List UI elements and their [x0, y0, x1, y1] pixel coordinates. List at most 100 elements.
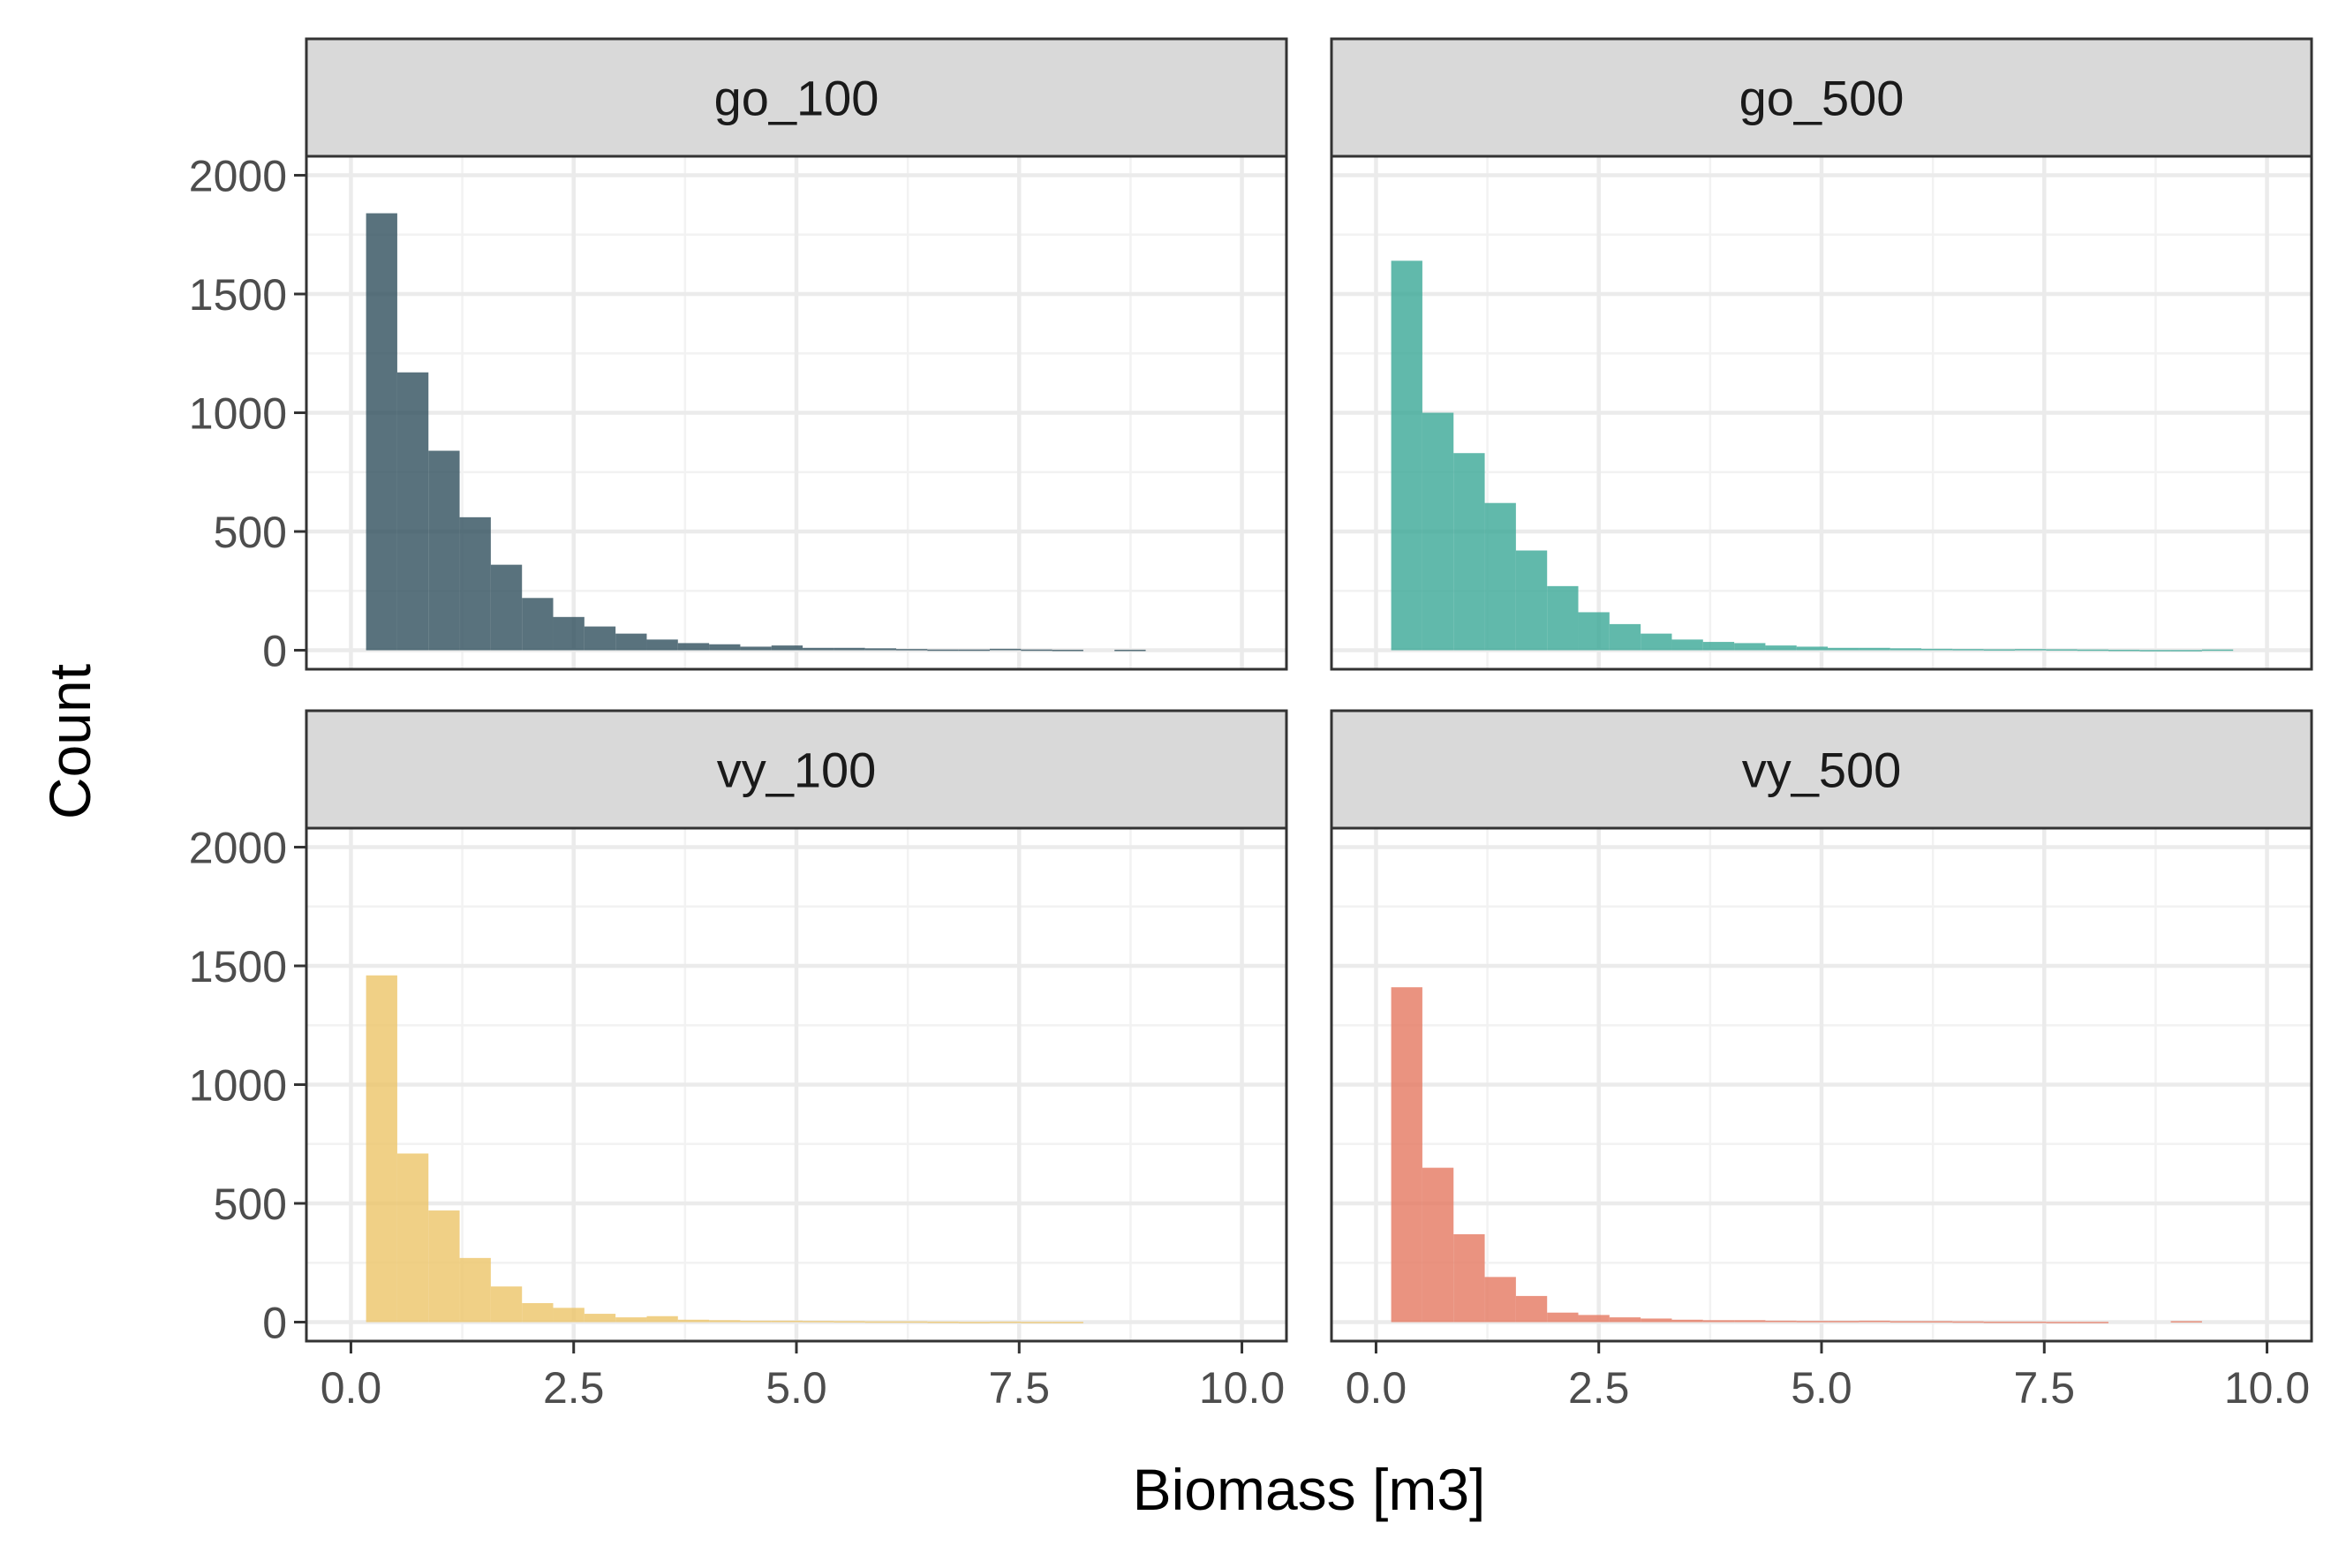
histogram-bar-vy_100-8	[615, 1317, 647, 1323]
facet-strip-vy_100	[305, 709, 1288, 830]
histogram-bar-go_100-21	[1021, 649, 1052, 652]
histogram-bar-go_500-21	[2046, 649, 2078, 651]
histogram-bar-go_500-9	[1671, 639, 1703, 651]
x-tick-label-vy_500-4: 10.0	[2224, 1363, 2310, 1413]
facet-strip-label-go_100: go_100	[714, 71, 879, 126]
histogram-bar-go_500-22	[2077, 649, 2108, 652]
histogram-bar-go_500-5	[1547, 585, 1579, 651]
histogram-bar-go_100-24	[1114, 649, 1146, 652]
histogram-bar-vy_100-5	[522, 1302, 554, 1323]
histogram-bar-go_100-7	[584, 626, 616, 651]
histogram-bar-vy_100-17	[896, 1321, 928, 1323]
histogram-bar-go_100-5	[522, 598, 554, 651]
histogram-bar-go_100-0	[366, 213, 397, 651]
histogram-bar-vy_500-6	[1578, 1315, 1610, 1323]
histogram-bar-vy_500-16	[1890, 1321, 1922, 1323]
histogram-bar-vy_100-12	[740, 1320, 772, 1323]
histogram-bar-vy_100-1	[396, 1153, 429, 1323]
histogram-bar-go_100-13	[771, 645, 803, 651]
histogram-bar-go_100-17	[896, 649, 928, 651]
histogram-bar-go_500-24	[2139, 650, 2171, 652]
histogram-bar-go_500-1	[1422, 412, 1454, 651]
histogram-bar-go_100-12	[740, 646, 772, 651]
y-tick-label-vy_100-1: 500	[214, 1180, 287, 1229]
histogram-bar-vy_100-22	[1052, 1322, 1083, 1323]
x-tick-label-vy_100-4: 10.0	[1199, 1363, 1285, 1413]
histogram-bar-vy_100-3	[459, 1257, 491, 1323]
facet-strip-go_100	[305, 37, 1288, 158]
histogram-bar-vy_100-15	[834, 1321, 865, 1323]
histogram-bar-vy_500-20	[2014, 1321, 2047, 1323]
histogram-bar-go_500-3	[1484, 502, 1516, 651]
y-tick-label-vy_100-0: 0	[262, 1298, 287, 1347]
x-tick-label-vy_100-2: 5.0	[766, 1363, 827, 1413]
histogram-bar-go_500-17	[1921, 648, 1953, 651]
y-tick-label-vy_100-2: 1000	[189, 1061, 287, 1111]
histogram-bar-vy_100-2	[428, 1210, 460, 1323]
histogram-bar-vy_500-17	[1921, 1321, 1953, 1323]
histogram-bar-go_100-18	[927, 649, 959, 652]
histogram-bar-vy_500-14	[1828, 1321, 1859, 1323]
y-tick-label-vy_100-3: 1500	[189, 942, 287, 991]
histogram-bar-go_100-15	[834, 647, 865, 651]
histogram-bar-go_500-15	[1859, 647, 1890, 651]
facet-strip-label-vy_500: vy_500	[1742, 743, 1902, 798]
histogram-bar-go_100-2	[428, 450, 460, 651]
histogram-bar-vy_500-18	[1952, 1321, 1984, 1323]
histogram-bar-go_100-14	[803, 647, 834, 651]
histogram-bar-go_100-8	[615, 633, 647, 651]
histogram-bar-go_500-23	[2108, 649, 2140, 652]
histogram-bar-go_500-25	[2170, 650, 2202, 652]
histogram-bar-vy_500-4	[1515, 1295, 1548, 1323]
histogram-bar-go_100-19	[958, 649, 990, 652]
y-tick-label-go_100-0: 0	[262, 626, 287, 675]
histogram-bar-go_500-20	[2014, 649, 2047, 651]
histogram-bar-go_100-1	[396, 372, 429, 651]
histogram-bar-go_500-12	[1765, 645, 1797, 651]
histogram-bar-vy_100-19	[958, 1322, 990, 1323]
x-tick-label-vy_100-0: 0.0	[321, 1363, 382, 1413]
facet-strip-label-go_500: go_500	[1739, 71, 1905, 126]
x-tick-label-vy_500-2: 5.0	[1791, 1363, 1852, 1413]
histogram-bar-go_100-3	[459, 516, 491, 651]
y-tick-label-go_100-1: 500	[214, 508, 287, 557]
x-axis-title: Biomass [m3]	[1133, 1457, 1486, 1522]
histogram-bar-vy_100-9	[646, 1315, 678, 1323]
histogram-bar-go_500-4	[1515, 550, 1548, 651]
x-tick-label-vy_100-3: 7.5	[989, 1363, 1051, 1413]
histogram-bar-vy_500-5	[1547, 1312, 1579, 1323]
y-tick-label-vy_100-4: 2000	[189, 824, 287, 873]
histogram-bar-vy_100-16	[864, 1321, 897, 1323]
histogram-bar-vy_500-8	[1641, 1318, 1672, 1323]
histogram-bar-go_100-10	[677, 643, 710, 651]
histogram-bar-go_500-6	[1578, 612, 1610, 651]
histogram-bar-vy_100-18	[927, 1321, 959, 1323]
histogram-bar-go_500-26	[2201, 649, 2234, 652]
histogram-bar-go_100-22	[1052, 649, 1083, 652]
histogram-bar-go_500-16	[1890, 648, 1922, 651]
histogram-bar-vy_100-21	[1021, 1322, 1052, 1323]
histogram-bar-vy_100-6	[553, 1308, 585, 1323]
facet-strip-label-vy_100: vy_100	[717, 743, 877, 798]
histogram-bar-vy_500-9	[1671, 1319, 1703, 1323]
histogram-bar-vy_500-22	[2077, 1322, 2108, 1323]
histogram-bar-vy_100-14	[803, 1321, 834, 1323]
histogram-bar-vy_500-19	[1983, 1321, 2015, 1323]
histogram-bar-vy_500-15	[1859, 1320, 1890, 1323]
histogram-bar-go_500-7	[1609, 623, 1641, 651]
histogram-bar-go_500-14	[1828, 647, 1859, 651]
histogram-bar-vy_500-10	[1702, 1320, 1735, 1323]
histogram-bar-vy_100-0	[366, 975, 397, 1323]
x-tick-label-vy_100-1: 2.5	[543, 1363, 605, 1413]
histogram-bar-vy_500-2	[1453, 1233, 1485, 1323]
facet-strip-vy_500	[1330, 709, 2313, 830]
y-tick-label-go_100-2: 1000	[189, 389, 287, 439]
histogram-bar-go_500-2	[1453, 453, 1485, 651]
histogram-bar-vy_100-10	[677, 1319, 710, 1323]
histogram-bar-go_100-6	[553, 616, 585, 651]
histogram-bar-vy_100-7	[584, 1314, 616, 1323]
histogram-bar-go_500-10	[1702, 642, 1735, 651]
x-tick-label-vy_500-3: 7.5	[2014, 1363, 2076, 1413]
histogram-bar-go_500-0	[1391, 260, 1422, 651]
